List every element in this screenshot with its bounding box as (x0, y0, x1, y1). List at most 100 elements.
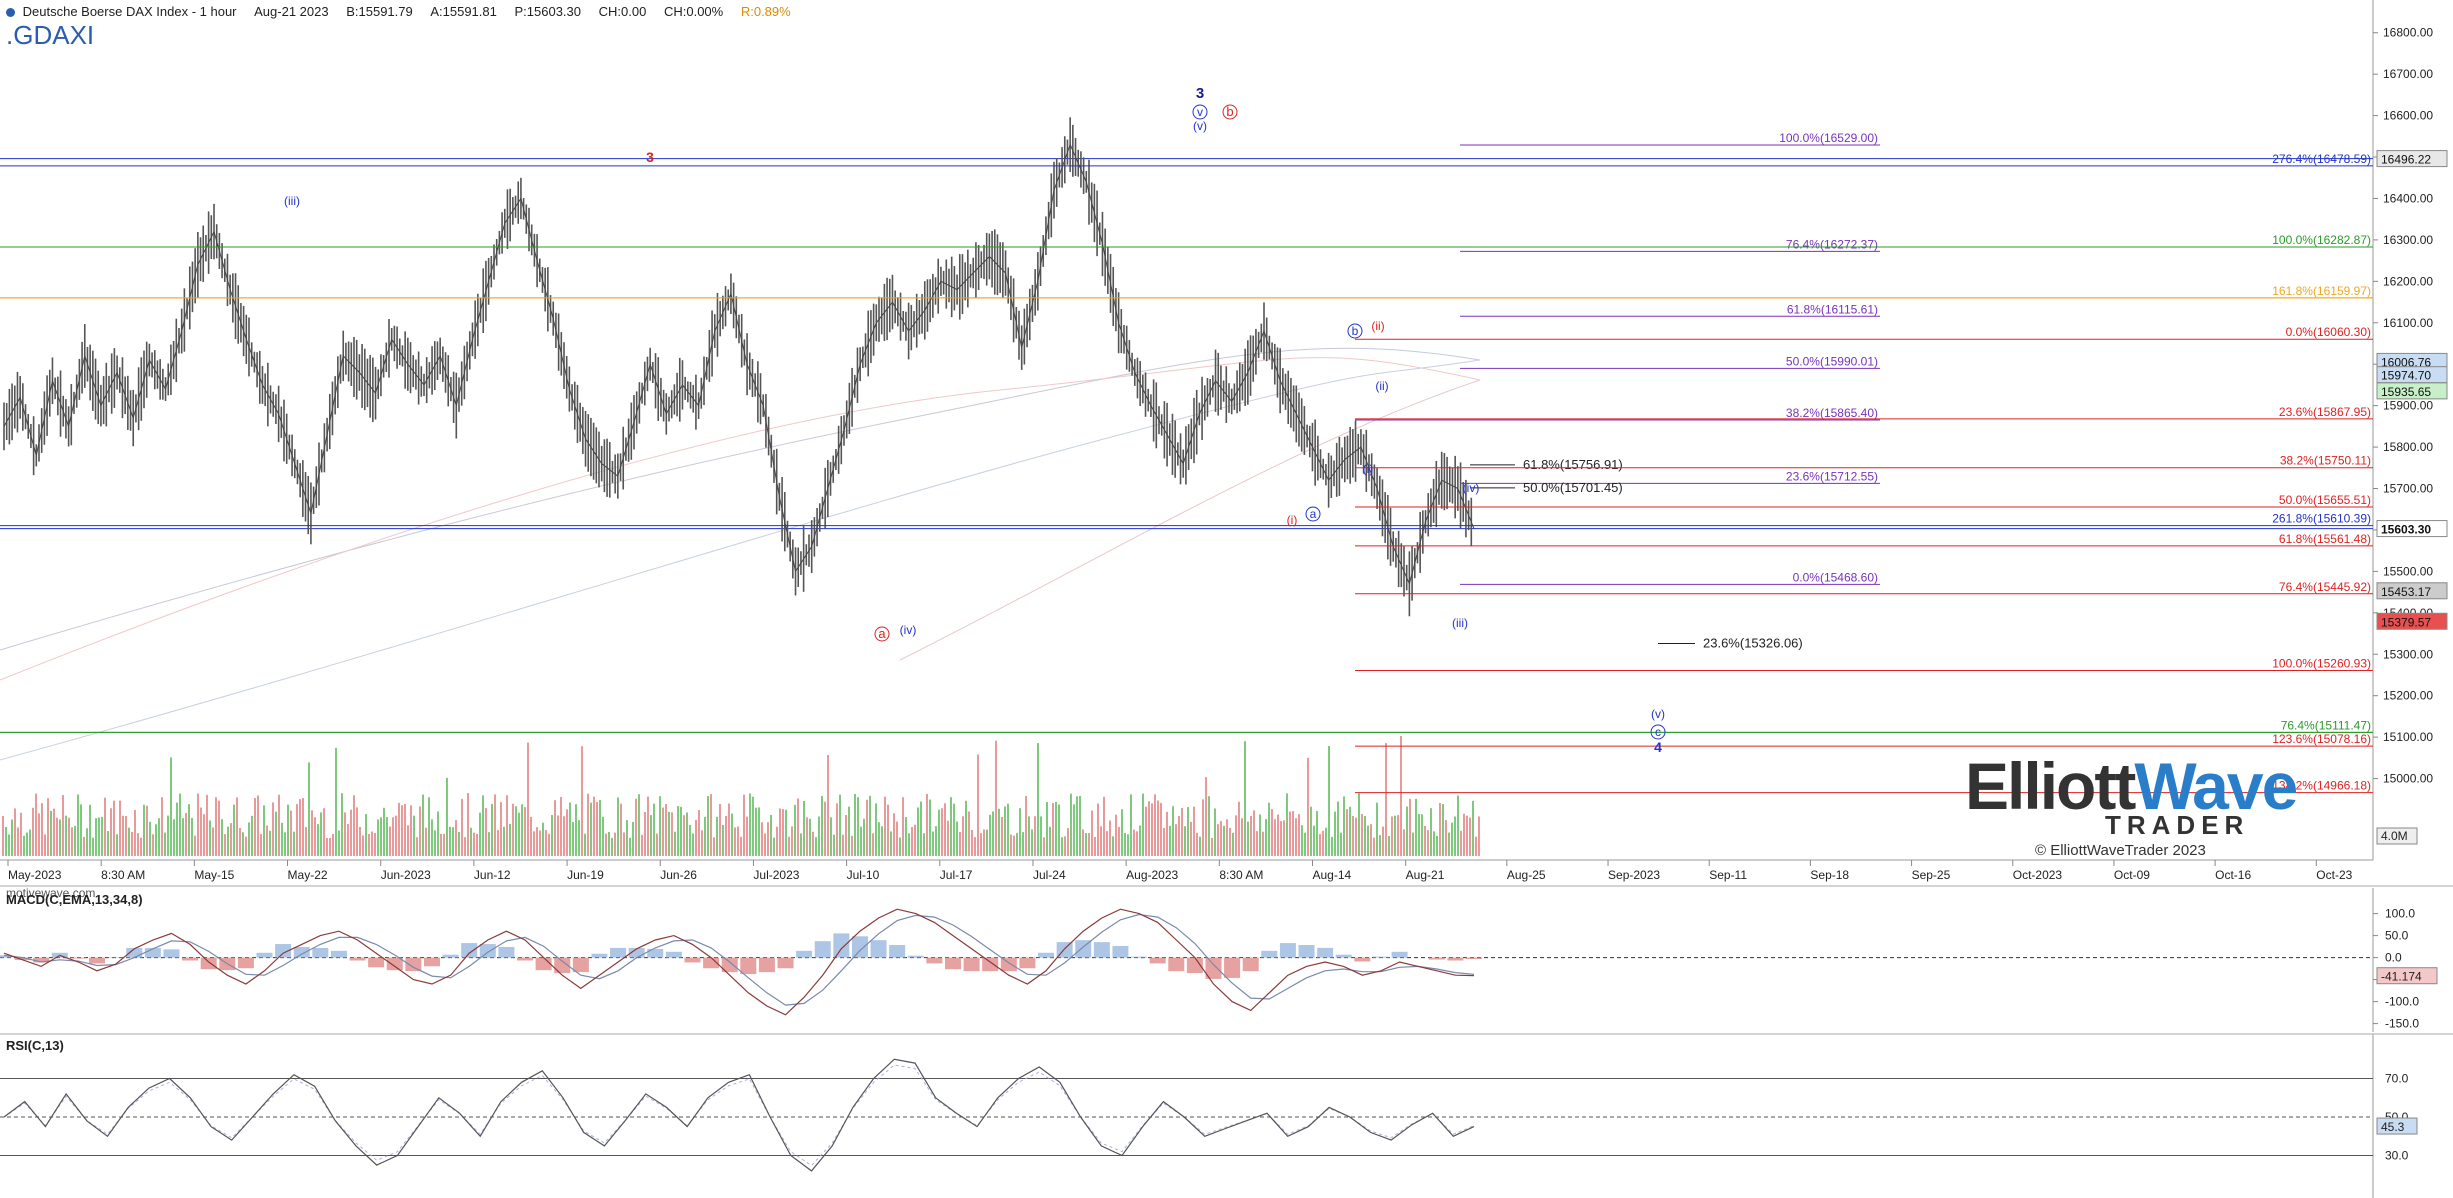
volume-bar (107, 831, 109, 856)
volume-bar (317, 824, 319, 856)
volume-bar (1340, 832, 1342, 856)
volume-bar (953, 803, 955, 856)
wave-label: 4 (1654, 739, 1662, 755)
volume-bar (1307, 757, 1309, 856)
macd-histogram-bar (89, 957, 106, 964)
volume-bar (1007, 803, 1009, 856)
volume-bar (929, 799, 931, 856)
macd-title: MACD(C,EMA,13,34,8) (6, 892, 143, 907)
volume-bar (356, 807, 358, 856)
macd-histogram-bar (163, 949, 180, 958)
volume-bar (1250, 815, 1252, 856)
volume-bar (1208, 796, 1210, 856)
volume-bar (266, 825, 268, 856)
volume-bar (1121, 809, 1123, 856)
volume-bar (146, 805, 148, 856)
x-tick-label: Jul-2023 (753, 868, 799, 882)
volume-bar (1304, 832, 1306, 856)
volume-bar (1004, 806, 1006, 856)
wave-label: a (1310, 507, 1317, 521)
volume-bar (1172, 806, 1174, 856)
volume-bar (242, 832, 244, 856)
volume-bar (797, 798, 799, 856)
volume-bar (1358, 793, 1360, 856)
volume-bar (1370, 824, 1372, 856)
volume-bar (1343, 796, 1345, 856)
price-tag-label: 16006.76 (2381, 355, 2431, 369)
macd-histogram-bar (758, 957, 775, 973)
x-tick-label: Sep-18 (1810, 868, 1849, 882)
volume-bar (788, 836, 790, 856)
volume-bar (887, 804, 889, 856)
volume-bar (902, 797, 904, 856)
volume-bar (125, 816, 127, 856)
volume-bar (893, 813, 895, 856)
volume-bar (1469, 817, 1471, 856)
volume-bar (1382, 826, 1384, 856)
volume-bar (923, 833, 925, 856)
volume-bar (1409, 798, 1411, 856)
volume-bar (1022, 832, 1024, 856)
volume-bar (917, 807, 919, 856)
volume-bar (1280, 821, 1282, 856)
macd-histogram-bar (1466, 957, 1482, 960)
volume-bar (341, 793, 343, 856)
fib-level-label: 61.8%(15756.91) (1523, 457, 1623, 472)
volume-bar (1457, 795, 1459, 856)
volume-bar (512, 803, 514, 856)
volume-bar (215, 797, 217, 856)
volume-bar (845, 815, 847, 856)
volume-bar (866, 799, 868, 856)
volume-bar (1295, 818, 1297, 856)
volume-bar (563, 816, 565, 856)
fib-level-label: 38.2%(15865.40) (1786, 406, 1878, 420)
volume-bar (92, 837, 94, 856)
macd-histogram-bar (405, 957, 422, 972)
volume-bar (1202, 799, 1204, 856)
volume-bar (143, 804, 145, 856)
volume-bar (23, 835, 25, 856)
volume-bar (578, 820, 580, 856)
fib-level-label: 50.0%(15701.45) (1523, 480, 1623, 495)
volume-bar (1298, 814, 1300, 856)
volume-bar (509, 823, 511, 856)
volume-bar (188, 804, 190, 856)
fib-level-label: 123.6%(15078.16) (2272, 732, 2371, 746)
volume-bar (1328, 746, 1330, 856)
volume-bar (338, 830, 340, 856)
volume-bar (365, 814, 367, 856)
volume-bar (428, 797, 430, 856)
volume-bar (776, 826, 778, 856)
fib-level-label: 0.0%(15468.60) (1793, 570, 1878, 584)
macd-histogram-bar (1279, 943, 1296, 958)
volume-bar (1322, 830, 1324, 856)
macd-histogram-bar (126, 947, 143, 958)
volume-bar (203, 814, 205, 856)
volume-bar (986, 829, 988, 856)
volume-bar (1040, 816, 1042, 856)
volume-bar (1229, 827, 1231, 856)
volume-bar (455, 820, 457, 856)
volume-bar (1178, 816, 1180, 856)
volume-bar (110, 808, 112, 856)
volume-bar (41, 803, 43, 856)
volume-bar (35, 793, 37, 856)
volume-bar (851, 835, 853, 856)
volume-bar (719, 803, 721, 856)
volume-bar (326, 837, 328, 856)
volume-bar (68, 817, 70, 856)
x-tick-label: Jun-19 (567, 868, 604, 882)
macd-histogram-bar (144, 947, 161, 958)
volume-bar (1244, 741, 1246, 856)
macd-histogram-bar (1075, 940, 1092, 958)
moving-average-line (0, 357, 1481, 681)
volume-bar (269, 830, 271, 856)
rsi-title: RSI(C,13) (6, 1038, 64, 1053)
volume-bar (80, 804, 82, 856)
volume-bar (698, 809, 700, 856)
volume-bar (566, 809, 568, 856)
x-tick-label: Oct-09 (2114, 868, 2150, 882)
volume-bar (554, 800, 556, 856)
volume-bar (11, 819, 13, 856)
